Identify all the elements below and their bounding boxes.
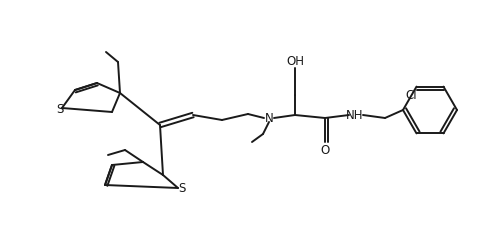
Text: OH: OH xyxy=(286,55,304,67)
Text: S: S xyxy=(56,102,64,115)
Text: NH: NH xyxy=(346,109,364,121)
Text: S: S xyxy=(178,183,186,196)
Text: O: O xyxy=(320,144,330,157)
Text: N: N xyxy=(264,111,273,125)
Text: Cl: Cl xyxy=(406,89,417,102)
